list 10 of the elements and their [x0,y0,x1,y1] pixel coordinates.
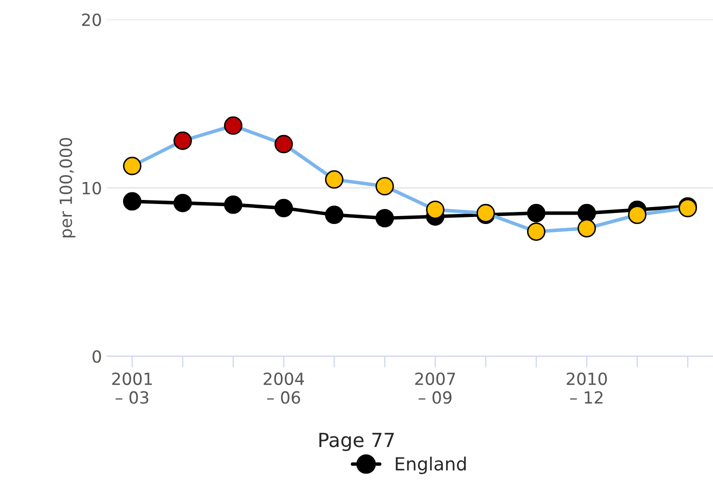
y-tick-label: 20 [82,13,101,26]
y-tick-label: 10 [82,182,101,194]
y-axis-title: per 100,000 [59,138,76,238]
x-tick-label: 2004 – 06 [264,372,304,404]
y-tick-label: 0 [92,350,101,363]
x-tick-label: 2007 – 09 [415,372,456,404]
text: Page 77 [319,432,394,452]
legend-label: England [396,456,466,474]
x-tick-label: 2001 – 03 [112,372,152,404]
x-tick-label: 2010 – 12 [566,372,607,404]
